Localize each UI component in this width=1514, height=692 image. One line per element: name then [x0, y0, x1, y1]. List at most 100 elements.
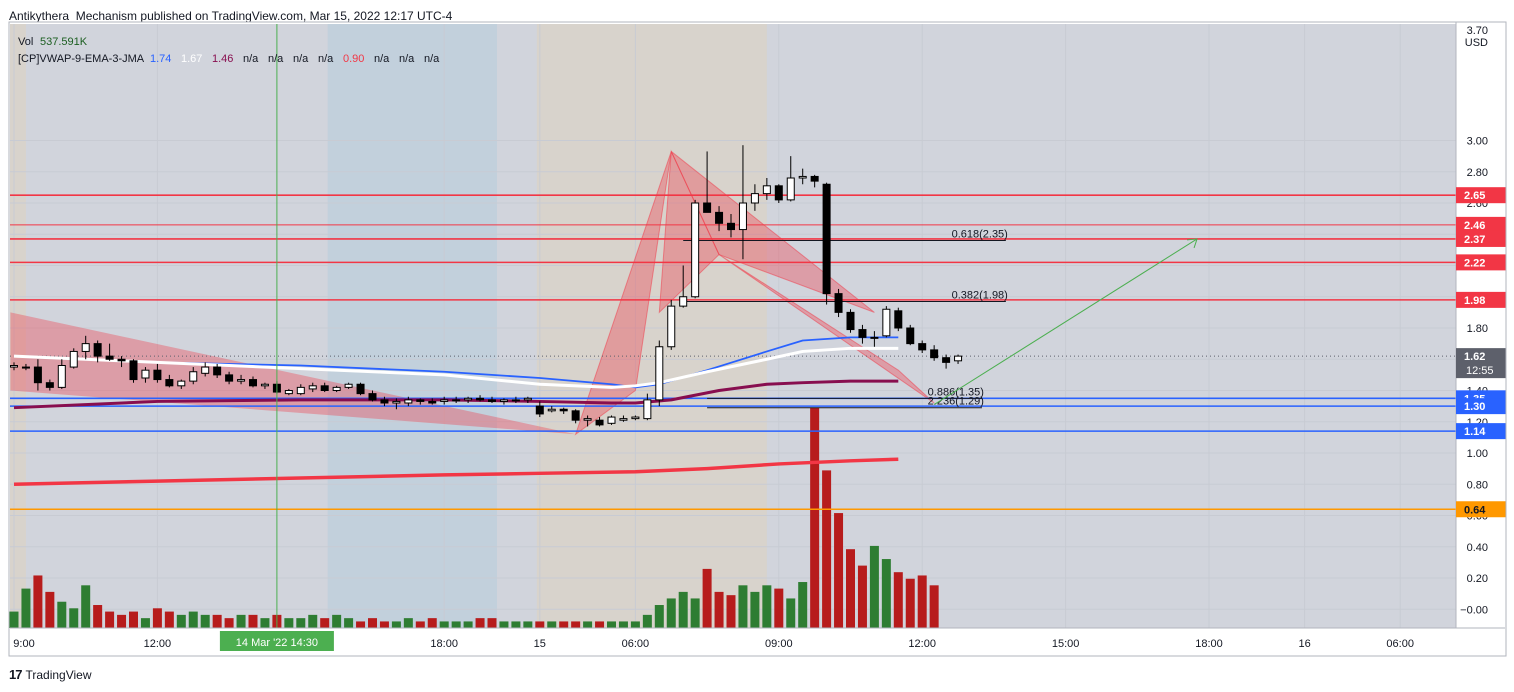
ema-blue-line	[13, 336, 899, 389]
footer-brand-label: TradingView	[25, 667, 92, 682]
candle-body	[846, 311, 855, 331]
price-level-badge	[1456, 501, 1506, 518]
price-level-badge-label: 0.64	[1464, 504, 1486, 516]
candle-body	[416, 399, 425, 402]
candle-body	[667, 305, 676, 348]
time-axis-tick: 09:00	[765, 638, 793, 650]
candle-body	[392, 400, 401, 404]
price-level-badge	[1456, 291, 1506, 308]
time-axis-tick: 12:00	[908, 638, 936, 650]
volume-bar	[618, 621, 628, 628]
price-level-badge-label: 1.30	[1464, 401, 1485, 413]
crosshair-time-badge	[219, 631, 334, 651]
volume-bar	[224, 618, 234, 628]
candle-body	[750, 193, 759, 204]
candle-body	[117, 358, 126, 362]
harmonic-pattern	[10, 149, 935, 436]
volume-bar	[583, 621, 593, 628]
candle-body	[727, 222, 735, 231]
volume-bar	[164, 611, 174, 628]
time-axis-tick: 06:00	[1386, 638, 1414, 650]
volume-bar	[678, 591, 688, 628]
price-axis-background	[1456, 22, 1506, 628]
time-axis-tick: 16	[1298, 638, 1310, 650]
volume-bar	[45, 591, 55, 628]
candle-body	[918, 343, 927, 351]
pattern-leg-xa	[574, 151, 672, 436]
volume-bar	[535, 621, 545, 628]
volume-bar	[415, 621, 425, 628]
time-axis-tick: 15:00	[1052, 638, 1080, 650]
volume-bar	[893, 572, 903, 628]
candle-body	[535, 405, 544, 415]
volume-bar	[296, 618, 306, 628]
current-price-countdown: 12:55	[1466, 365, 1494, 377]
volume-bar	[463, 621, 473, 628]
candle-body	[153, 369, 162, 381]
candle-body	[523, 397, 532, 401]
candle-body	[33, 366, 42, 384]
legend-indicator-value: 1.67	[181, 53, 202, 65]
price-axis-tick: 3.00	[1467, 136, 1488, 148]
price-level-badge-label: 1.98	[1464, 295, 1485, 307]
price-axis-tick: 0.40	[1467, 542, 1488, 554]
volume-bar	[129, 611, 138, 628]
price-level-badge	[1456, 398, 1506, 415]
candle-body	[655, 346, 664, 401]
time-axis-tick: 12:00	[144, 638, 172, 650]
price-axis-tick: 1.80	[1467, 323, 1488, 335]
pattern-wedge-left	[10, 312, 576, 435]
candle-body	[798, 175, 807, 179]
time-axis-tick: 18:00	[1195, 638, 1223, 650]
footer-brand[interactable]: 17 TradingView	[9, 667, 92, 682]
price-level-badge	[1456, 230, 1506, 247]
price-axis-top-label: 3.70	[1467, 25, 1488, 37]
candle-body	[583, 418, 592, 421]
volume-bar	[248, 614, 258, 628]
legend-indicator-value: 1.46	[212, 53, 233, 65]
candle-body	[511, 399, 520, 402]
volume-bar	[260, 618, 270, 628]
volume-bar	[846, 549, 855, 628]
price-axis-tick: 0.80	[1467, 479, 1488, 491]
time-axis-tick: 15	[534, 638, 546, 650]
candle-body	[165, 379, 174, 387]
volume-bar	[105, 611, 115, 628]
publisher-line: Antikythera_Mechanism published on Tradi…	[9, 9, 453, 23]
price-axis: 3.70USD3.002.802.602.402.202.001.801.601…	[1456, 25, 1506, 616]
projection-arrow	[933, 238, 1198, 405]
candle-body	[679, 296, 688, 307]
fib-line-label: 0.618(2.35)	[952, 229, 1008, 241]
candle-body	[703, 202, 712, 213]
candle-body	[595, 419, 604, 426]
candle-body	[356, 383, 365, 395]
fib-line-label: 0.886(1.35)	[928, 386, 984, 398]
volume-bar	[236, 614, 246, 628]
candle-body	[296, 386, 305, 395]
candle-body	[380, 399, 389, 404]
volume-bar	[368, 618, 377, 628]
current-price-badge	[1456, 348, 1506, 379]
legend-indicator-value: n/a	[318, 53, 334, 65]
volume-bar	[427, 618, 437, 628]
volume-bar	[905, 578, 915, 628]
volume-bar	[523, 621, 533, 628]
candle-body	[822, 183, 831, 295]
volume-bar	[869, 545, 879, 628]
price-level-badge-label: 2.37	[1464, 234, 1485, 246]
candle-body	[10, 365, 18, 368]
jma-white-line	[13, 346, 899, 389]
candles	[10, 145, 963, 427]
price-axis-tick: 1.00	[1467, 448, 1488, 460]
candle-body	[129, 360, 138, 381]
candle-body	[810, 175, 819, 182]
price-axis-tick: 0.20	[1467, 573, 1488, 585]
volume-bar	[690, 598, 700, 628]
candle-body	[308, 385, 317, 390]
candle-body	[320, 385, 329, 391]
pattern-leg-cd	[718, 254, 935, 404]
volume-bar	[571, 621, 581, 628]
volume-bar	[750, 591, 760, 628]
volume-bar	[391, 621, 401, 628]
